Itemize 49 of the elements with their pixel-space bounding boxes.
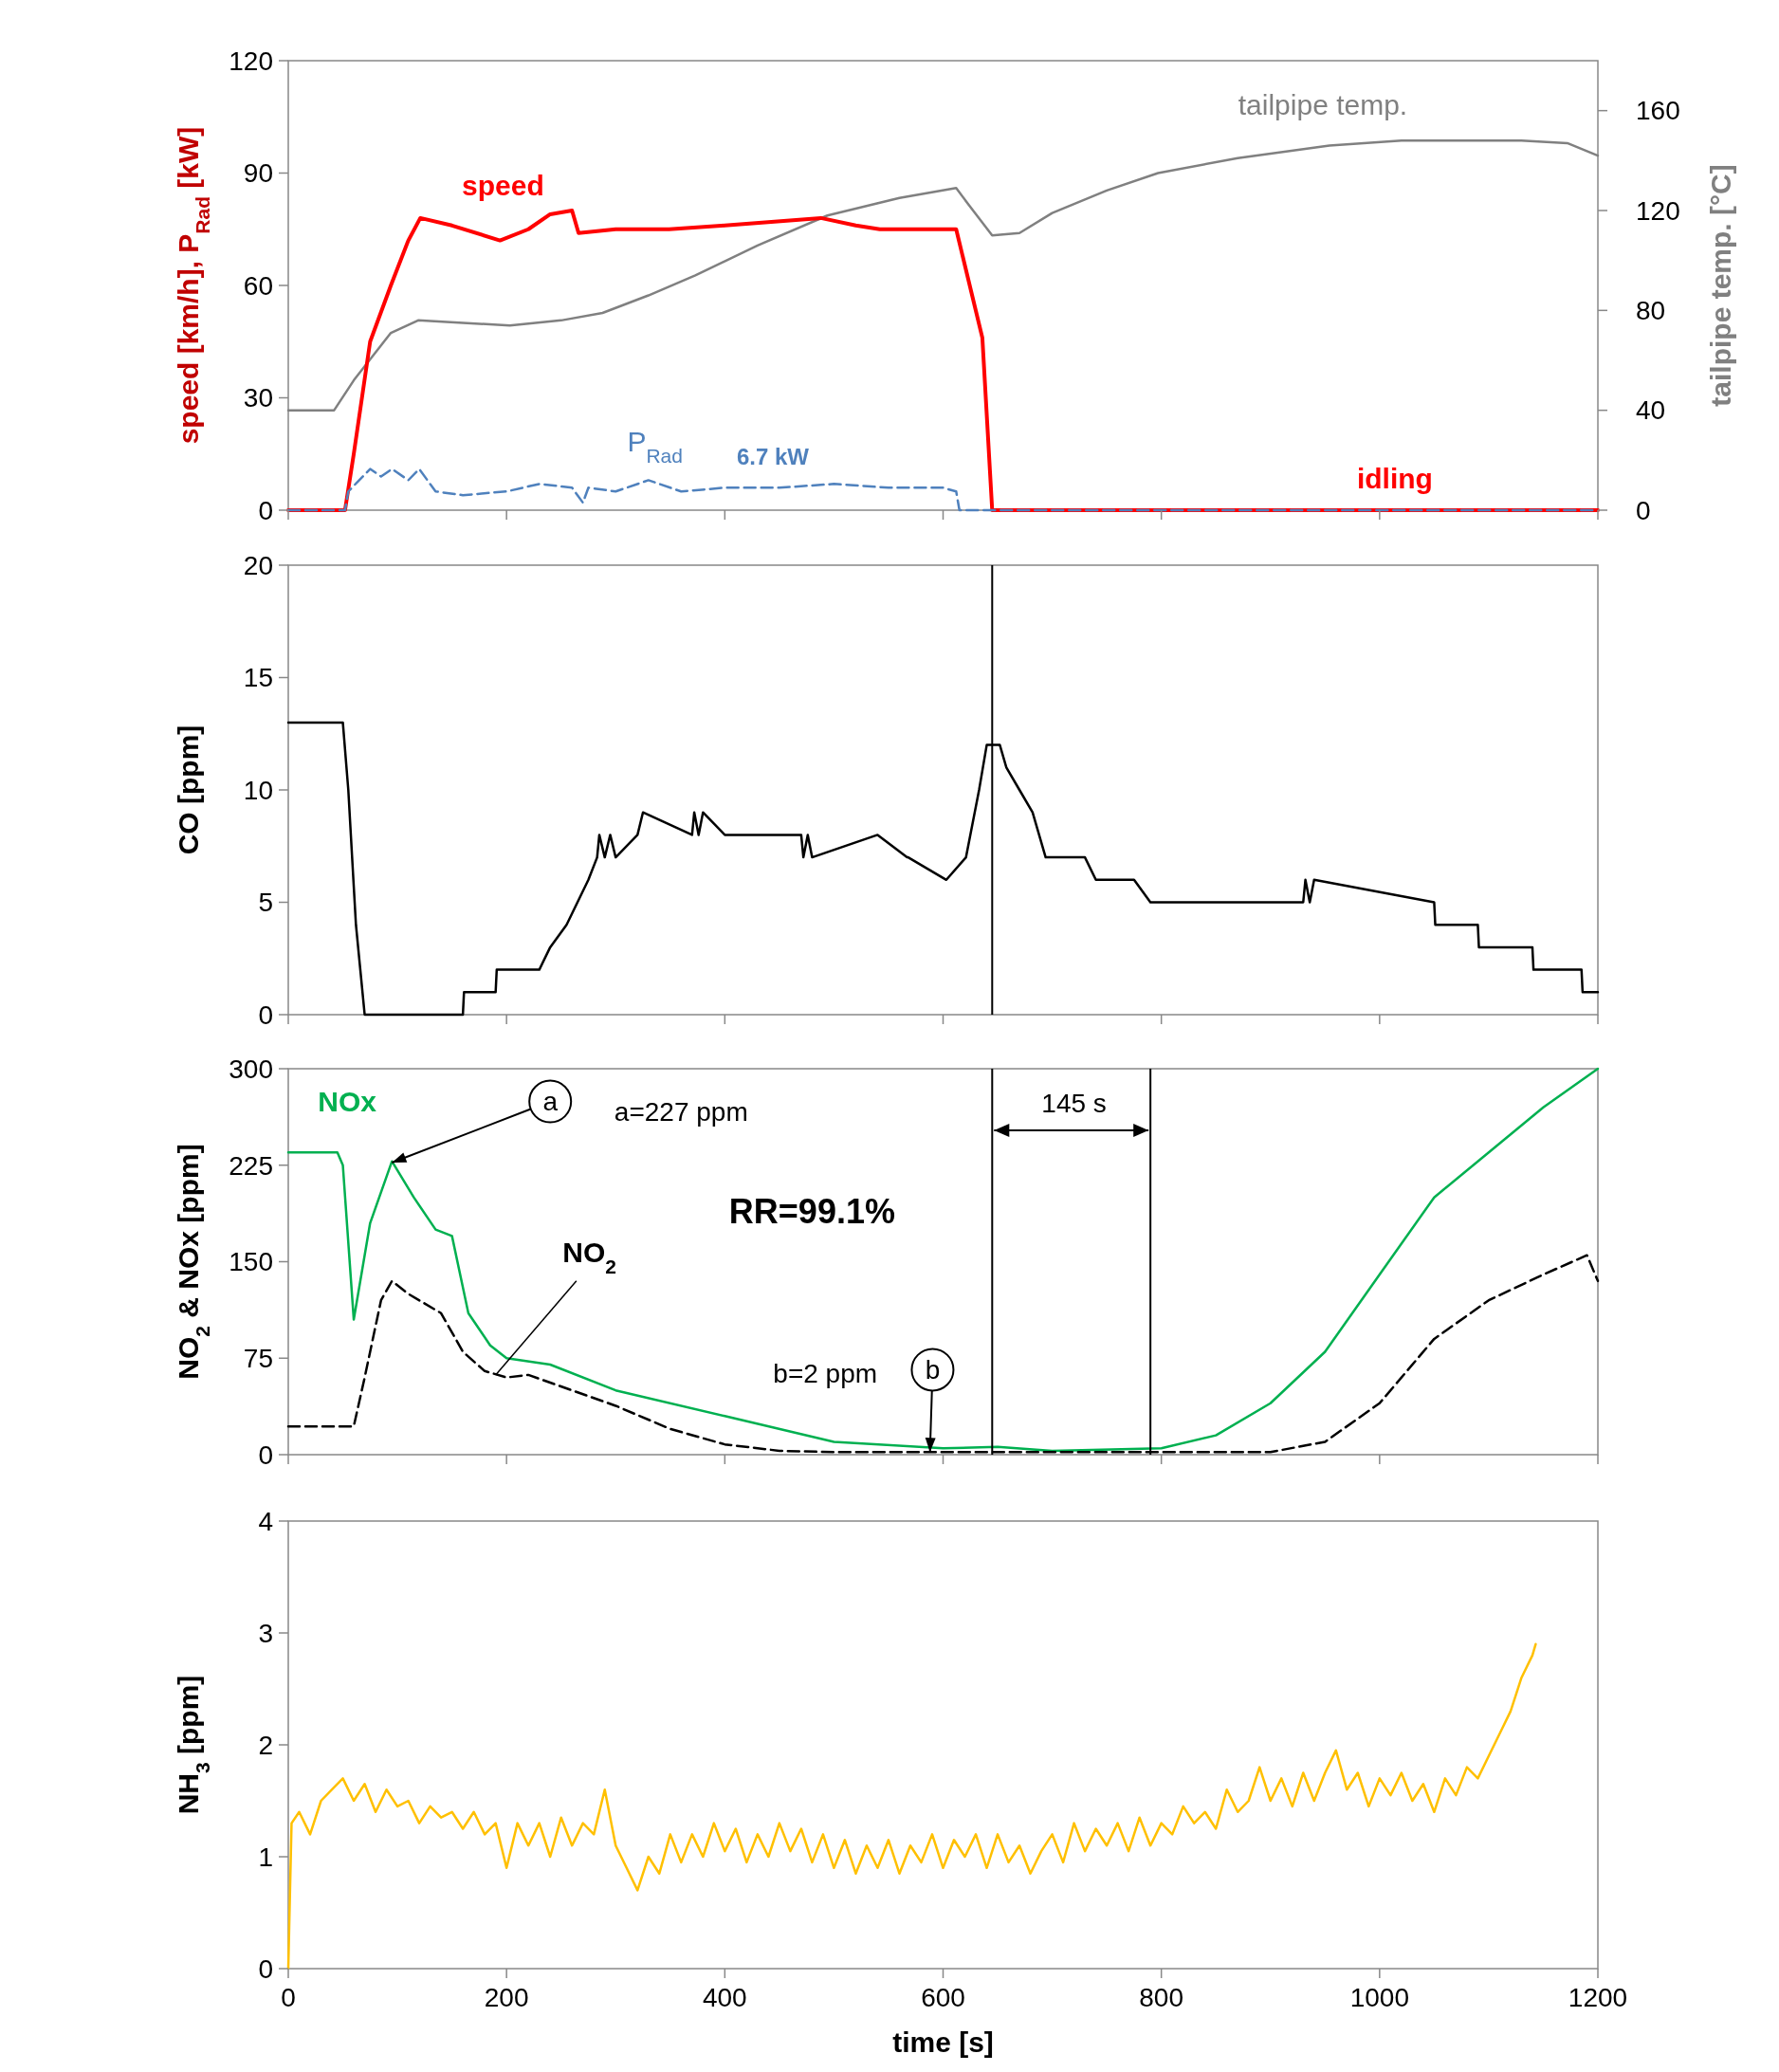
- y-tick-label: 300: [229, 1054, 273, 1084]
- y-tick-label: 90: [243, 158, 273, 189]
- x-tick-label: 1000: [1349, 1983, 1409, 2012]
- y-tick-label: 0: [258, 495, 273, 525]
- annotation: RR=99.1%: [728, 1192, 895, 1232]
- y2-tick-label: 80: [1636, 296, 1666, 326]
- y2-tick-label: 120: [1636, 195, 1680, 226]
- y2-tick-label: 160: [1636, 96, 1680, 126]
- x-tick-label: 800: [1139, 1983, 1184, 2012]
- x-tick-label: 200: [484, 1983, 529, 2012]
- series-label: P$_{Rad}$: [627, 426, 683, 467]
- annotation: 145 s: [1041, 1089, 1107, 1119]
- y-tick-label: 225: [229, 1150, 273, 1181]
- x-tick-label: 0: [281, 1983, 296, 2012]
- y-tick-label: 5: [258, 888, 273, 918]
- y-tick-label: 20: [243, 550, 273, 580]
- x-tick-label: 400: [702, 1983, 747, 2012]
- y-tick-label: 4: [258, 1506, 273, 1536]
- series-label: speed: [462, 170, 544, 202]
- y-tick-label: 2: [258, 1730, 273, 1760]
- y-tick-label: 1: [258, 1842, 273, 1872]
- y-tick-label: 15: [243, 663, 273, 693]
- y-tick-label: 10: [243, 775, 273, 805]
- line-series: [286, 1642, 1537, 1971]
- series-label: NOx: [318, 1085, 377, 1117]
- y2-axis-title: tailpipe temp. [°C]: [1705, 164, 1736, 407]
- y-tick-label: 120: [229, 46, 273, 76]
- y-tick-label: 150: [229, 1247, 273, 1277]
- annotation: a=227 ppm: [614, 1096, 748, 1127]
- annotation: b=2 ppm: [773, 1359, 878, 1389]
- text: NO$_{2}$: [562, 1236, 616, 1276]
- y2-tick-label: 40: [1636, 395, 1666, 426]
- y-axis-title: CO [ppm]: [173, 724, 204, 855]
- y-tick-label: 0: [258, 1439, 273, 1470]
- y-tick-label: 3: [258, 1618, 273, 1648]
- x-axis-title: time [s]: [892, 2026, 994, 2058]
- x-tick-label: 600: [921, 1983, 965, 2012]
- y-tick-label: 0: [258, 999, 273, 1030]
- annotation: idling: [1356, 463, 1433, 495]
- annotation: a: [542, 1087, 559, 1117]
- x-tick-label: 1200: [1568, 1983, 1628, 2012]
- y-tick-label: 0: [258, 1953, 273, 1984]
- y-tick-label: 75: [243, 1344, 273, 1374]
- y-tick-label: 30: [243, 383, 273, 413]
- annotation: 6.7 kW: [736, 443, 810, 469]
- y-tick-label: 60: [243, 270, 273, 301]
- y2-tick-label: 0: [1636, 495, 1651, 525]
- annotation: b: [925, 1355, 941, 1385]
- series-label: tailpipe temp.: [1238, 88, 1408, 120]
